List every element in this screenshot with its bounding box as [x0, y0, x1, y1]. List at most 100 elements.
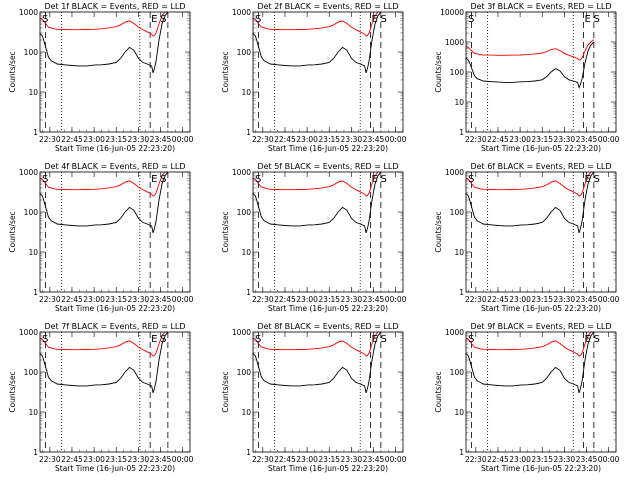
- x-axis-label: Start Time (16-Jun-05 22:23:20): [481, 464, 601, 473]
- x-tick-label: 00:00: [172, 455, 194, 464]
- panel-title: Det 9f BLACK = Events, RED = LLD: [470, 322, 611, 331]
- x-tick-label: 00:00: [385, 455, 407, 464]
- plot-frame: [252, 331, 404, 453]
- detector-panel-7: Det 7f BLACK = Events, RED = LLD Counts/s…: [8, 322, 194, 473]
- time-marker-letter: S: [160, 334, 166, 345]
- x-axis-label: Start Time (16-Jun-05 22:23:20): [55, 144, 175, 153]
- y-tick-label: 10000: [440, 8, 464, 17]
- plot-frame: [465, 331, 617, 453]
- events-series-line: [252, 171, 382, 234]
- y-tick-label: 100: [24, 208, 39, 217]
- y-tick-label: 10: [28, 88, 38, 97]
- y-tick-label: 10: [454, 408, 464, 417]
- lld-series-line: [465, 39, 595, 61]
- x-tick-label: 23:15: [531, 135, 553, 144]
- x-tick-label: 23:30: [554, 135, 576, 144]
- x-tick-label: 23:15: [531, 455, 553, 464]
- y-tick-label: 10: [454, 98, 464, 107]
- y-axis-label: Counts/sec: [8, 51, 17, 92]
- y-tick-label: 1000: [445, 328, 464, 337]
- x-tick-label: 23:45: [363, 455, 385, 464]
- detector-panel-3: Det 3f BLACK = Events, RED = LLD Counts/s…: [434, 2, 620, 153]
- y-tick-label: 1: [459, 128, 464, 137]
- x-tick-label: 23:15: [105, 455, 127, 464]
- x-tick-label: 23:30: [341, 295, 363, 304]
- time-marker-letter: E: [585, 174, 591, 185]
- x-tick-label: 23:30: [128, 135, 150, 144]
- detector-panel-5: Det 5f BLACK = Events, RED = LLD Counts/s…: [221, 162, 407, 313]
- time-marker-letter: E: [372, 334, 378, 345]
- time-marker-letter: S: [255, 14, 261, 25]
- time-marker-letter: S: [42, 14, 48, 25]
- x-tick-label: 23:15: [531, 295, 553, 304]
- x-tick-label: 22:45: [61, 135, 83, 144]
- y-tick-label: 1000: [232, 168, 251, 177]
- time-marker-letter: S: [468, 14, 474, 25]
- x-tick-label: 23:00: [509, 295, 531, 304]
- x-axis-label: Start Time (16-Jun-05 22:23:20): [481, 304, 601, 313]
- x-tick-label: 23:45: [576, 455, 598, 464]
- lld-series-line: [252, 11, 381, 37]
- time-marker-letter: S: [594, 334, 600, 345]
- x-tick-label: 23:00: [83, 295, 105, 304]
- x-tick-label: 23:45: [150, 135, 172, 144]
- x-tick-label: 23:00: [296, 455, 318, 464]
- x-tick-label: 23:00: [296, 135, 318, 144]
- time-marker-letter: E: [372, 14, 378, 25]
- y-tick-label: 1000: [19, 328, 38, 337]
- x-tick-label: 00:00: [172, 135, 194, 144]
- y-tick-label: 1: [459, 448, 464, 457]
- plot-frame: [39, 11, 191, 133]
- x-axis-label: Start Time (16-Jun-05 22:23:20): [55, 464, 175, 473]
- x-tick-label: 23:45: [363, 135, 385, 144]
- x-tick-label: 00:00: [598, 295, 620, 304]
- detector-panel-8: Det 8f BLACK = Events, RED = LLD Counts/s…: [221, 322, 407, 473]
- y-tick-label: 1000: [445, 168, 464, 177]
- x-tick-label: 23:15: [105, 135, 127, 144]
- panel-title: Det 5f BLACK = Events, RED = LLD: [257, 162, 398, 171]
- x-tick-label: 22:45: [487, 135, 509, 144]
- panel-title: Det 7f BLACK = Events, RED = LLD: [44, 322, 185, 331]
- x-tick-label: 23:30: [128, 455, 150, 464]
- y-axis-label: Counts/sec: [8, 211, 17, 252]
- time-marker-letter: S: [468, 174, 474, 185]
- y-tick-label: 100: [237, 368, 252, 377]
- detector-panel-9: Det 9f BLACK = Events, RED = LLD Counts/s…: [434, 322, 620, 473]
- x-tick-label: 23:15: [318, 455, 340, 464]
- plot-frame: [465, 171, 617, 293]
- detector-panel-1: Det 1f BLACK = Events, RED = LLD Counts/s…: [8, 2, 194, 153]
- y-tick-label: 100: [450, 68, 465, 77]
- y-tick-label: 1000: [19, 168, 38, 177]
- x-tick-label: 23:00: [296, 295, 318, 304]
- panel-title: Det 4f BLACK = Events, RED = LLD: [44, 162, 185, 171]
- x-axis-label: Start Time (16-Jun-05 22:23:20): [268, 304, 388, 313]
- y-tick-label: 100: [237, 208, 252, 217]
- time-marker-letter: S: [42, 334, 48, 345]
- x-tick-label: 23:45: [576, 295, 598, 304]
- events-series-line: [465, 331, 595, 394]
- x-tick-label: 23:00: [509, 135, 531, 144]
- y-tick-label: 100: [24, 48, 39, 57]
- y-axis-label: Counts/sec: [434, 371, 443, 412]
- x-tick-label: 22:30: [465, 135, 487, 144]
- events-series-line: [465, 41, 595, 90]
- y-tick-label: 1: [459, 288, 464, 297]
- time-marker-letter: S: [255, 174, 261, 185]
- x-tick-label: 22:45: [487, 455, 509, 464]
- y-axis-label: Counts/sec: [221, 371, 230, 412]
- plot-frame: [39, 171, 191, 293]
- time-marker-letter: S: [381, 174, 387, 185]
- x-tick-label: 23:15: [318, 135, 340, 144]
- y-tick-label: 1000: [19, 8, 38, 17]
- x-tick-label: 22:30: [39, 135, 61, 144]
- lld-series-line: [252, 331, 381, 357]
- y-tick-label: 1: [246, 448, 251, 457]
- lld-series-line: [465, 171, 594, 197]
- y-tick-label: 10: [241, 408, 251, 417]
- time-marker-letter: E: [151, 14, 157, 25]
- y-axis-label: Counts/sec: [8, 371, 17, 412]
- panel-title: Det 8f BLACK = Events, RED = LLD: [257, 322, 398, 331]
- x-tick-label: 00:00: [598, 455, 620, 464]
- events-series-line: [39, 171, 169, 234]
